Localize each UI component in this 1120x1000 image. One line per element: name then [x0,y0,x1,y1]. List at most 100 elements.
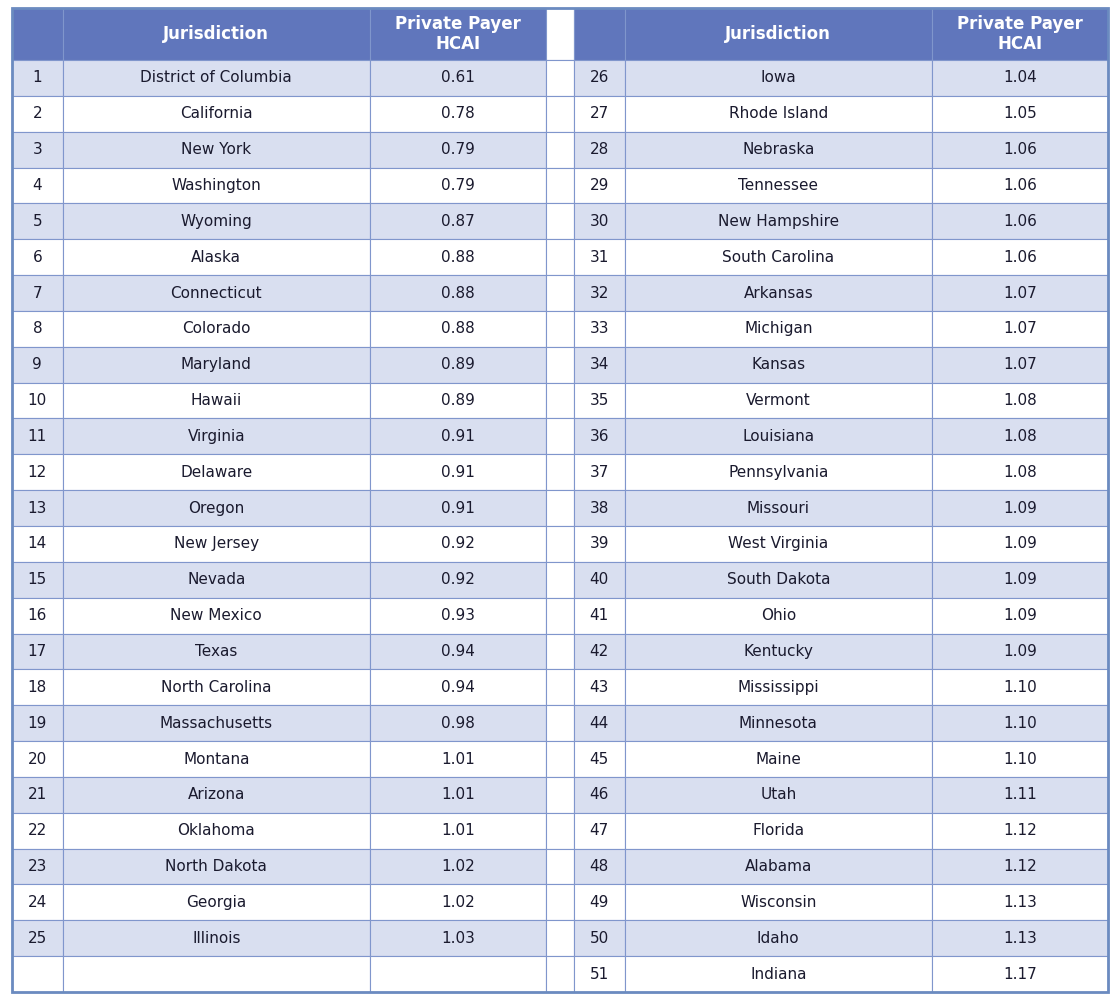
Text: Indiana: Indiana [750,967,806,982]
Bar [12,8,63,60]
Text: 0.92: 0.92 [441,572,475,587]
Bar [370,956,547,992]
Text: 43: 43 [589,680,609,695]
Text: 20: 20 [28,752,47,766]
Text: 1.13: 1.13 [1002,895,1037,910]
Text: Louisiana: Louisiana [743,429,814,444]
Text: 3: 3 [32,142,43,157]
Text: 36: 36 [589,429,609,444]
Bar [573,60,625,96]
Bar [932,275,1108,311]
Bar [625,956,932,992]
Text: Tennessee: Tennessee [738,178,819,193]
Text: Texas: Texas [195,644,237,659]
Text: Private Payer
HCAI: Private Payer HCAI [956,15,1083,53]
Text: Oklahoma: Oklahoma [177,823,255,838]
Bar [932,634,1108,669]
Bar [547,741,573,777]
Bar [932,562,1108,598]
Bar [625,884,932,920]
Text: Massachusetts: Massachusetts [160,716,273,731]
Bar [573,8,625,60]
Text: 1.10: 1.10 [1004,680,1037,695]
Text: 0.89: 0.89 [441,393,475,408]
Text: 22: 22 [28,823,47,838]
Bar [932,454,1108,490]
Text: 11: 11 [28,429,47,444]
Bar [547,8,573,60]
Bar [12,311,63,347]
Bar [625,562,932,598]
Bar [370,849,547,884]
Text: 31: 31 [589,250,609,265]
Bar [63,383,370,418]
Text: 18: 18 [28,680,47,695]
Bar [12,203,63,239]
Bar [63,96,370,132]
Bar [370,598,547,634]
Bar [63,849,370,884]
Bar [625,383,932,418]
Bar [547,347,573,383]
Text: 30: 30 [589,214,609,229]
Text: 24: 24 [28,895,47,910]
Bar [573,669,625,705]
Text: 0.92: 0.92 [441,536,475,551]
Text: North Carolina: North Carolina [161,680,271,695]
Text: 35: 35 [589,393,609,408]
Bar [63,490,370,526]
Text: 1: 1 [32,70,43,85]
Text: 1.11: 1.11 [1004,787,1037,802]
Text: 0.78: 0.78 [441,106,475,121]
Bar [625,96,932,132]
Bar [547,168,573,203]
Bar [370,203,547,239]
Bar [12,132,63,168]
Text: 1.06: 1.06 [1002,142,1037,157]
Bar [63,884,370,920]
Bar [12,96,63,132]
Text: 25: 25 [28,931,47,946]
Bar [932,8,1108,60]
Bar [370,526,547,562]
Text: Nevada: Nevada [187,572,245,587]
Bar [547,60,573,96]
Text: 0.61: 0.61 [441,70,475,85]
Text: 1.09: 1.09 [1002,608,1037,623]
Text: 47: 47 [590,823,609,838]
Text: Georgia: Georgia [186,895,246,910]
Text: Hawaii: Hawaii [190,393,242,408]
Text: 0.87: 0.87 [441,214,475,229]
Text: 1.09: 1.09 [1002,501,1037,516]
Text: 1.05: 1.05 [1004,106,1037,121]
Bar [63,418,370,454]
Bar [63,347,370,383]
Bar [63,311,370,347]
Bar [625,275,932,311]
Bar [547,275,573,311]
Bar [547,669,573,705]
Bar [63,705,370,741]
Text: 12: 12 [28,465,47,480]
Bar [547,777,573,813]
Text: 1.12: 1.12 [1004,859,1037,874]
Text: Oregon: Oregon [188,501,244,516]
Bar [932,347,1108,383]
Bar [12,669,63,705]
Bar [573,132,625,168]
Text: New Jersey: New Jersey [174,536,259,551]
Text: 1.09: 1.09 [1002,644,1037,659]
Text: Maryland: Maryland [180,357,252,372]
Text: Iowa: Iowa [760,70,796,85]
Bar [370,418,547,454]
Bar [63,741,370,777]
Bar [573,239,625,275]
Bar [547,203,573,239]
Bar [370,383,547,418]
Bar [932,311,1108,347]
Text: 7: 7 [32,286,43,300]
Bar [547,311,573,347]
Text: 0.79: 0.79 [441,142,475,157]
Bar [573,777,625,813]
Text: 1.08: 1.08 [1004,393,1037,408]
